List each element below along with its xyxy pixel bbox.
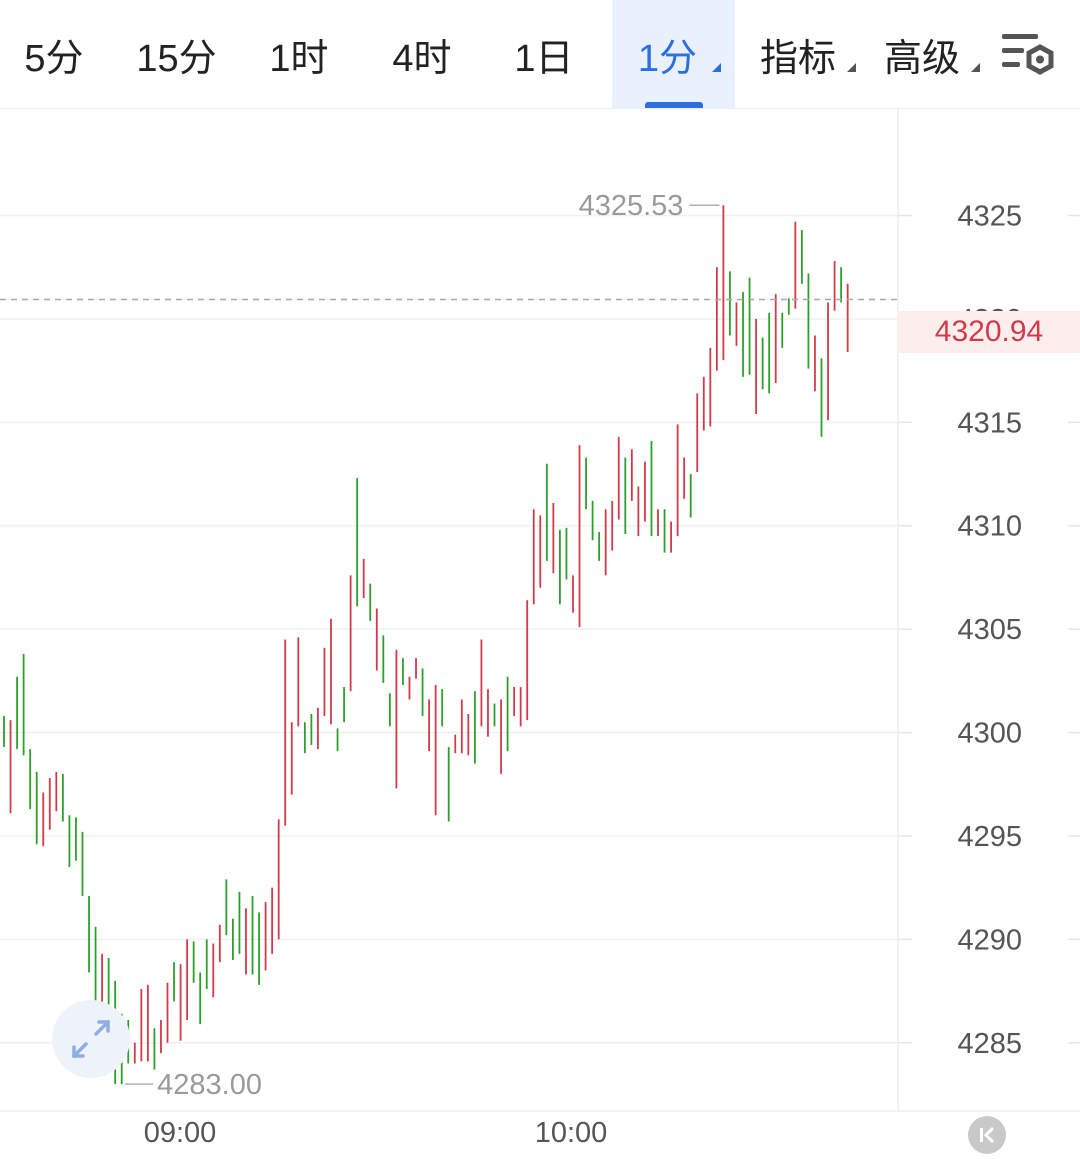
expand-arrows-icon — [72, 1020, 110, 1058]
y-tick-label: 4300 — [957, 718, 1022, 750]
tab-4hour[interactable]: 4时 — [378, 0, 478, 108]
timeframe-tab-bar: 5分 15分 1时 4时 1日 1分 指标 高级 — [0, 0, 1080, 109]
y-tick-label: 4310 — [957, 511, 1022, 543]
y-tick-label: 4325 — [957, 201, 1022, 233]
y-tick-label: 4290 — [957, 924, 1022, 956]
dropdown-caret-icon — [971, 63, 980, 72]
tab-label: 指标 — [759, 37, 836, 80]
tab-label: 1日 — [514, 37, 574, 80]
y-tick-label: 4285 — [957, 1028, 1022, 1060]
tab-label: 4时 — [392, 37, 452, 80]
scroll-to-latest-button[interactable] — [968, 1116, 1006, 1154]
x-tick-label: 09:00 — [144, 1117, 217, 1149]
dropdown-caret-icon — [712, 63, 721, 72]
x-tick-label: 10:00 — [535, 1117, 608, 1149]
candles — [3, 205, 849, 1085]
tab-label: 高级 — [883, 37, 960, 80]
tab-15min[interactable]: 15分 — [125, 0, 240, 108]
chart-grid — [0, 214, 1080, 1044]
skip-back-icon — [980, 1126, 995, 1144]
y-tick-label: 4295 — [957, 821, 1022, 853]
price-chart[interactable]: 428542904295430043054310431543204325 09:… — [0, 108, 1080, 1156]
tab-indicators[interactable]: 指标 — [748, 0, 860, 108]
y-axis: 428542904295430043054310431543204325 — [957, 201, 1022, 1060]
session-low-label: 4283.00 — [157, 1069, 262, 1101]
x-axis: 09:00 10:00 — [144, 1117, 608, 1149]
session-high-label: 4325.53 — [579, 190, 684, 222]
tab-label: 15分 — [136, 37, 217, 80]
chart-settings-icon[interactable] — [1000, 30, 1058, 80]
fullscreen-button[interactable] — [52, 1000, 130, 1078]
y-tick-label: 4315 — [957, 407, 1022, 439]
tab-1day[interactable]: 1日 — [500, 0, 600, 108]
tab-label: 1分 — [637, 37, 698, 80]
tab-label: 5分 — [24, 37, 84, 80]
tab-label: 1时 — [269, 37, 329, 80]
current-price-tag: 4320.94 — [898, 311, 1080, 353]
tab-5min[interactable]: 5分 — [10, 0, 110, 108]
tab-advanced[interactable]: 高级 — [872, 0, 984, 108]
active-tab-indicator — [644, 102, 703, 108]
dropdown-caret-icon — [847, 63, 856, 72]
y-tick-label: 4305 — [957, 614, 1022, 646]
tab-1hour[interactable]: 1时 — [255, 0, 355, 108]
tab-1min[interactable]: 1分 — [612, 0, 735, 108]
